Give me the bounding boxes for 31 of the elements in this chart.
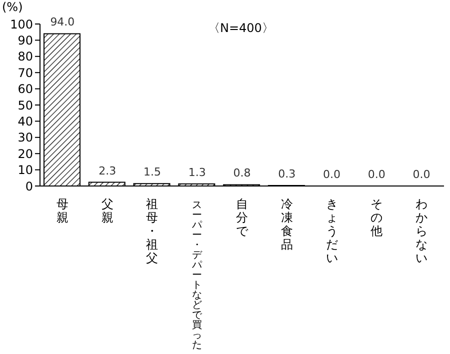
y-tick-label: 40 <box>18 114 33 128</box>
x-tick-label: わからない <box>416 197 428 265</box>
data-label: 0.3 <box>278 168 296 181</box>
x-tick-label: 母親 <box>56 197 68 224</box>
y-axis-title: (%) <box>2 0 23 14</box>
x-tick-label: 冷凍食品 <box>280 197 293 252</box>
data-label: 0.0 <box>412 168 430 181</box>
data-label: 0.0 <box>323 168 341 181</box>
y-tick-label: 80 <box>18 50 33 64</box>
y-tick-label: 50 <box>18 98 33 112</box>
y-tick-label: 60 <box>18 82 33 96</box>
annotation: 〈N=400〉 <box>208 20 274 37</box>
x-tick-label: 自分で <box>236 197 249 238</box>
data-label: 2.3 <box>98 164 116 178</box>
y-tick-label: 100 <box>10 17 33 32</box>
category-label: スーパー・デパートなどで買った <box>192 200 202 351</box>
y-tick-label: 10 <box>18 163 33 178</box>
y-tick-label: 30 <box>18 130 33 145</box>
x-tick-label: 父親 <box>101 197 114 224</box>
y-tick-label: 70 <box>18 66 33 80</box>
data-label: 0.8 <box>233 166 251 180</box>
x-tick-label: その他 <box>370 197 383 238</box>
x-tick-label: きょうだい <box>326 197 338 265</box>
data-label: 1.3 <box>188 166 206 179</box>
y-tick-label: 90 <box>18 33 33 48</box>
x-tick-label: 祖母・祖父 <box>146 197 158 265</box>
data-label: 0.0 <box>368 168 386 181</box>
data-label: 1.5 <box>143 166 161 179</box>
data-label: 94.0 <box>50 16 75 29</box>
y-tick-label: 0 <box>25 179 33 194</box>
y-tick-label: 20 <box>18 146 33 161</box>
